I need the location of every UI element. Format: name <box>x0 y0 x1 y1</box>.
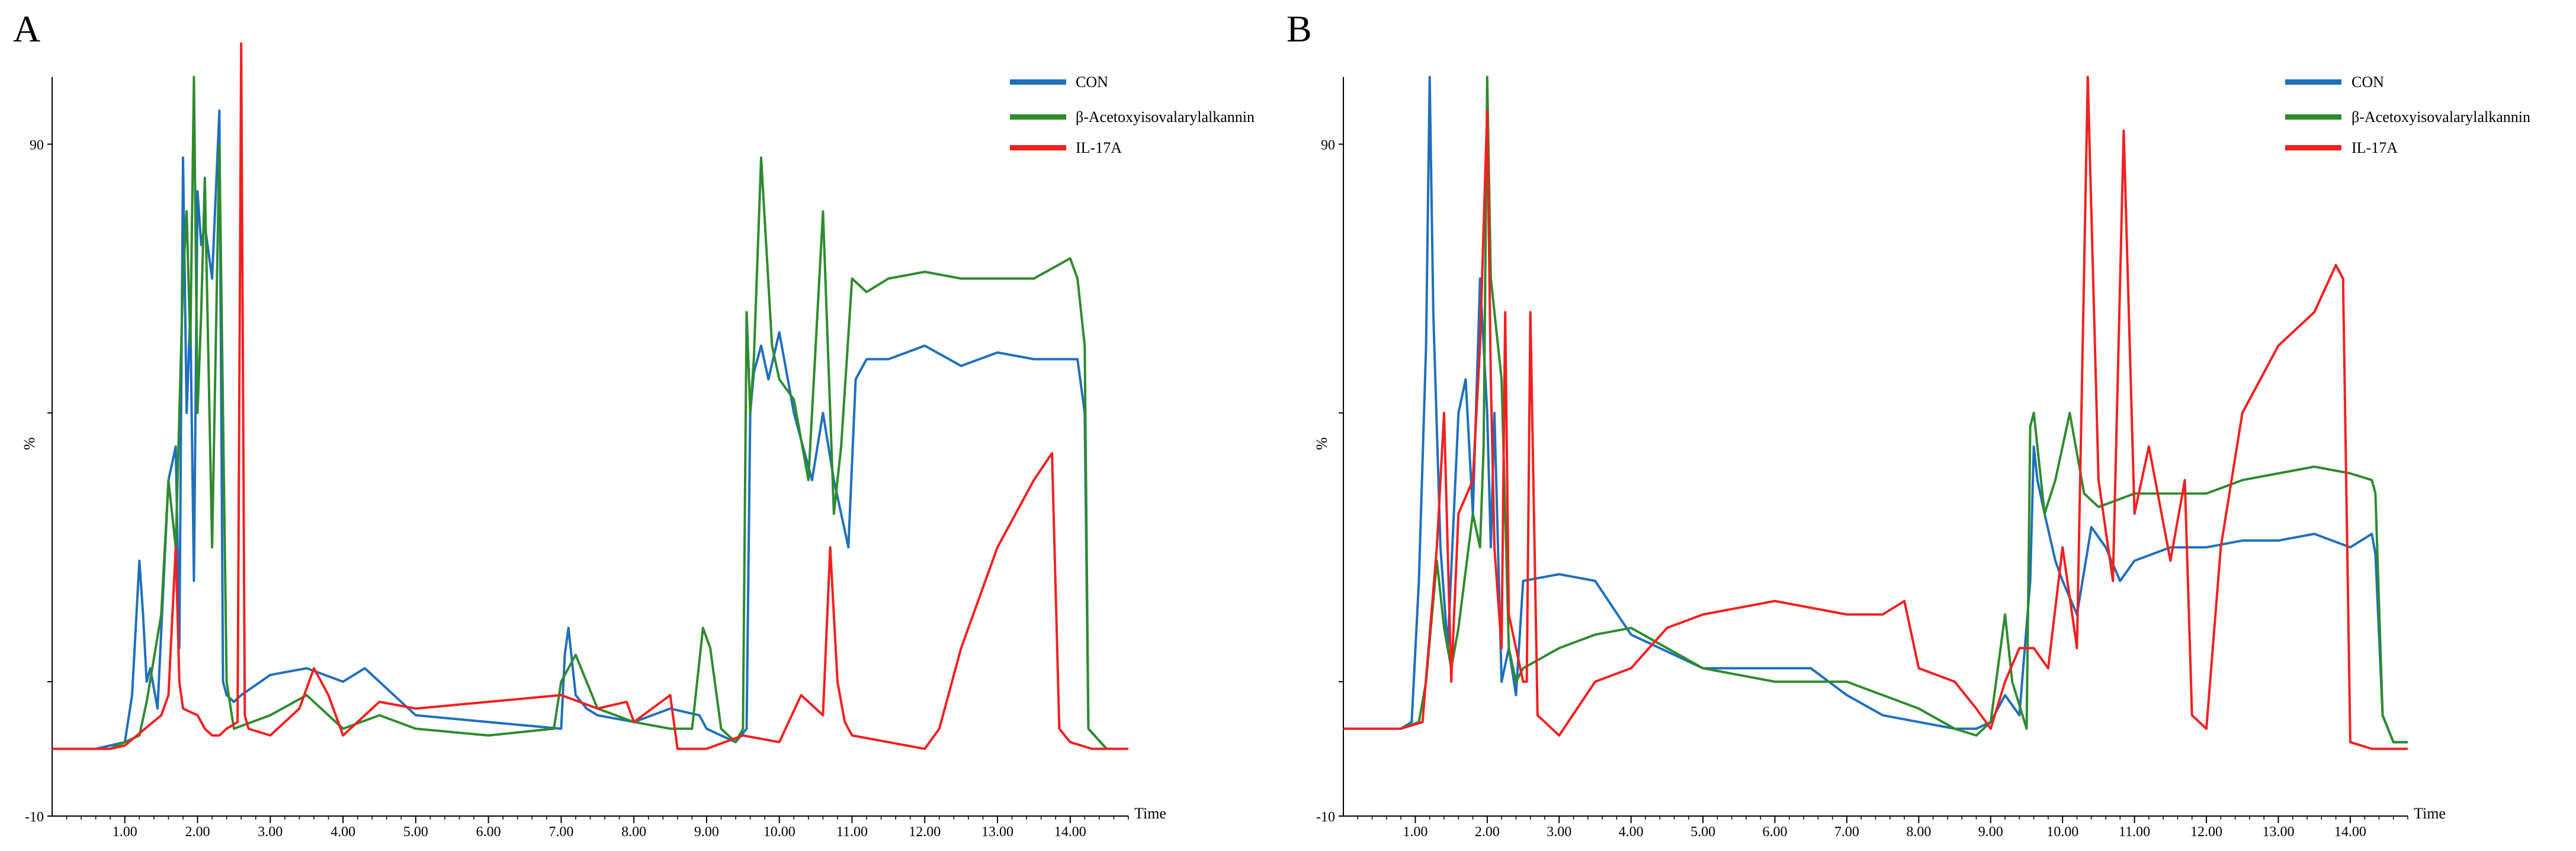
panel-a-xtick-label: 10.00 <box>764 824 795 840</box>
panel-b-xtick-label: 13.00 <box>2262 824 2294 840</box>
panel-a-xtick-label: 4.00 <box>331 824 355 840</box>
panel-b-series-con <box>1343 76 2408 744</box>
panel-a-ytick-label: 90 <box>30 137 44 153</box>
panel-b-legend: CON β-Acetoxyisovalarylalkannin IL-17A <box>2285 73 2530 156</box>
legend-label-con: CON <box>2352 73 2384 91</box>
panel-b-xtick-label: 12.00 <box>2190 824 2222 840</box>
panel-b-xtick-label: 6.00 <box>1763 824 1788 840</box>
legend-swatch-il17a <box>2285 145 2341 150</box>
legend-label-il17a: IL-17A <box>1076 139 1122 156</box>
legend-label-beta: β-Acetoxyisovalarylalkannin <box>1076 108 1255 126</box>
legend-swatch-il17a <box>1010 145 1066 150</box>
panel-b-xtick-label: 4.00 <box>1619 824 1644 840</box>
panel-a-xtick-label: 11.00 <box>836 824 868 840</box>
panel-b-xtick-label: 10.00 <box>2046 824 2078 840</box>
legend-swatch-con <box>2285 79 2341 85</box>
legend-label-beta: β-Acetoxyisovalarylalkannin <box>2352 108 2530 126</box>
panel-a-label: A <box>13 8 40 50</box>
panel-b: B % Time 1.00 2.00 3.00 4.00 5.00 6.00 7.00 8.0… <box>1287 8 2530 840</box>
panel-a-series-beta-acetoxyisovalarylalkannin <box>52 76 1128 750</box>
panel-a-xtick-label: 6.00 <box>476 824 501 840</box>
panel-a-xlabel: Time <box>1134 805 1166 822</box>
legend-label-il17a: IL-17A <box>2352 139 2398 156</box>
panel-b-xlabel: Time <box>2414 805 2446 822</box>
legend-label-con: CON <box>1076 73 1108 91</box>
panel-a-ticks: 1.00 2.00 3.00 4.00 5.00 6.00 7.00 8.00 9.00 10.0… <box>25 137 1129 840</box>
panel-b-ylabel: % <box>1313 437 1330 450</box>
panel-a-xtick-label: 1.00 <box>113 824 137 840</box>
panel-a-xtick-label: 12.00 <box>909 824 941 840</box>
panel-a-xtick-label: 5.00 <box>403 824 428 840</box>
panel-b-xtick-label: 11.00 <box>2119 824 2150 840</box>
legend-swatch-beta <box>1010 114 1066 120</box>
panel-b-xtick-label: 7.00 <box>1834 824 1859 840</box>
panel-b-xtick-label: 1.00 <box>1403 824 1427 840</box>
panel-b-xtick-label: 14.00 <box>2334 824 2366 840</box>
panel-a-series <box>52 42 1128 750</box>
panel-a-ytick-label: -10 <box>25 810 44 825</box>
panel-b-xtick-label: 9.00 <box>1978 824 2003 840</box>
panel-b-label: B <box>1287 8 1312 50</box>
panel-a: A % Time 1.00 2.00 3.00 4.00 5.00 6.00 7.00 8.0… <box>13 8 1255 840</box>
panel-b-series-beta-acetoxyisovalarylalkannin <box>1343 76 2408 744</box>
panel-a-xtick-label: 8.00 <box>621 824 646 840</box>
panel-b-ytick-label: -10 <box>1316 810 1335 825</box>
legend-swatch-con <box>1010 79 1066 85</box>
panel-a-series-con <box>52 109 1128 750</box>
panel-b-xtick-label: 2.00 <box>1475 824 1500 840</box>
panel-b-series-il17a <box>1343 76 2408 750</box>
panel-b-xtick-label: 3.00 <box>1547 824 1571 840</box>
panel-b-series <box>1343 76 2408 750</box>
panel-a-legend: CON β-Acetoxyisovalarylalkannin IL-17A <box>1010 73 1255 156</box>
panel-b-xtick-label: 8.00 <box>1906 824 1931 840</box>
panel-b-xtick-label: 5.00 <box>1690 824 1715 840</box>
panel-a-xtick-label: 7.00 <box>548 824 573 840</box>
panel-a-series-il17a <box>52 42 1128 750</box>
panel-a-xtick-label: 14.00 <box>1054 824 1086 840</box>
legend-swatch-beta <box>2285 114 2341 120</box>
panel-a-xtick-label: 3.00 <box>258 824 283 840</box>
panel-a-xtick-label: 13.00 <box>981 824 1013 840</box>
panel-b-ytick-label: 90 <box>1321 137 1335 153</box>
panel-a-xtick-label: 2.00 <box>185 824 210 840</box>
panel-b-ticks: 1.00 2.00 3.00 4.00 5.00 6.00 7.00 8.00 9.00 10.0… <box>1316 137 2408 840</box>
panel-a-ylabel: % <box>21 437 38 450</box>
panel-a-xtick-label: 9.00 <box>694 824 719 840</box>
